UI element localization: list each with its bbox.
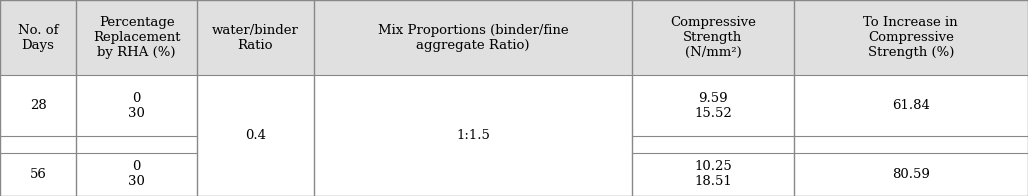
Text: To Increase in
Compressive
Strength (%): To Increase in Compressive Strength (%)	[864, 16, 958, 59]
Text: 56: 56	[30, 168, 46, 181]
Text: 28: 28	[30, 99, 46, 112]
Text: 0
30: 0 30	[128, 92, 145, 120]
Text: Mix Proportions (binder/fine
aggregate Ratio): Mix Proportions (binder/fine aggregate R…	[377, 24, 568, 52]
Text: Percentage
Replacement
by RHA (%): Percentage Replacement by RHA (%)	[93, 16, 181, 59]
Text: 80.59: 80.59	[892, 168, 929, 181]
Text: 1:1.5: 1:1.5	[456, 129, 489, 142]
Text: 0.4: 0.4	[245, 129, 266, 142]
Text: 61.84: 61.84	[892, 99, 929, 112]
Text: water/binder
Ratio: water/binder Ratio	[212, 24, 299, 52]
Text: Compressive
Strength
(N/mm²): Compressive Strength (N/mm²)	[670, 16, 756, 59]
Bar	[0, 0, 1028, 75]
Text: 10.25
18.51: 10.25 18.51	[694, 161, 732, 188]
Text: No. of
Days: No. of Days	[17, 24, 59, 52]
Text: 9.59
15.52: 9.59 15.52	[694, 92, 732, 120]
Text: 0
30: 0 30	[128, 161, 145, 188]
